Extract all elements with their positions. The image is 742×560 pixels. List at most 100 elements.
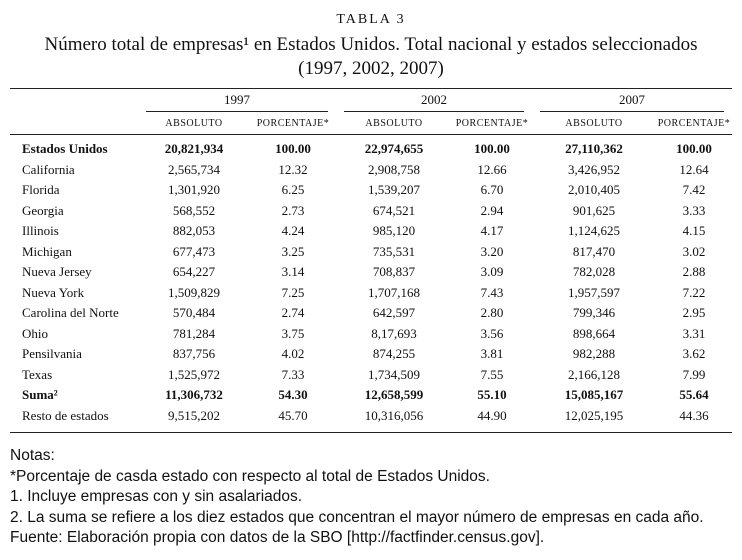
cell: 2,010,405 (568, 182, 620, 198)
row-label: Suma² (22, 387, 58, 403)
cell: 7.99 (682, 366, 706, 382)
cell: 100.00 (474, 141, 510, 157)
cell: 2.94 (480, 202, 504, 218)
table-row: California 2,565,734 12.32 2,908,758 12.66 3,… (10, 160, 732, 181)
cell: 44.90 (477, 407, 507, 423)
cell: 22,974,655 (364, 141, 424, 157)
cell: 45.70 (278, 407, 308, 423)
cell: 874,255 (372, 346, 416, 362)
row-label: Georgia (22, 202, 64, 218)
table-row: Estados Unidos 20,821,934 100.00 22,974,655… (10, 135, 732, 160)
cell: 10,316,056 (364, 407, 424, 423)
table-row: Illinois 882,053 4.24 985,120 4.17 1,124,625 4… (10, 221, 732, 242)
notes: Notas: *Porcentaje de casda estado con re… (10, 446, 704, 549)
note: Fuente: Elaboración propia con datos de … (10, 529, 545, 546)
cell: 54.30 (278, 387, 308, 403)
cell: 7.33 (281, 366, 305, 382)
cell: 799,346 (572, 305, 616, 321)
cell: 9,515,202 (168, 407, 220, 423)
row-label: Florida (22, 182, 60, 198)
cell: 2.80 (480, 305, 504, 321)
subheader: ABSOLUTO (532, 112, 656, 135)
cell: 2.74 (281, 305, 305, 321)
table-label: TABLA 3 (336, 12, 406, 27)
cell: 882,053 (172, 223, 216, 239)
year-header-cell: 2002 (336, 89, 532, 112)
cell: 735,531 (372, 243, 416, 259)
cell: 2,565,734 (168, 161, 220, 177)
cell: 2.88 (682, 264, 706, 280)
note: *Porcentaje de casda estado con respecto… (10, 467, 490, 485)
table-row: Pensilvania 837,756 4.02 874,255 3.81 982,288… (10, 344, 732, 365)
cell: 12.64 (679, 161, 709, 177)
cell: 1,525,972 (168, 366, 220, 382)
cell: 7.22 (682, 284, 706, 300)
cell: 1,301,920 (168, 182, 220, 198)
table-title: Número total de empresas¹ en Estados Uni… (44, 34, 698, 55)
year-header-cell: 2007 (532, 89, 732, 112)
cell: 654,227 (172, 264, 216, 280)
cell: 2.73 (281, 202, 305, 218)
cell: 1,707,168 (368, 284, 420, 300)
table-years: (1997, 2002, 2007) (298, 58, 444, 79)
cell: 982,288 (572, 346, 616, 362)
cell: 100.00 (676, 141, 712, 157)
cell: 55.10 (477, 387, 507, 403)
cell: 1,124,625 (568, 223, 620, 239)
year-header: 1997 (146, 89, 328, 112)
cell: 781,284 (172, 325, 216, 341)
subheader: ABSOLUTO (336, 112, 452, 135)
cell: 7.42 (682, 182, 706, 198)
cell: 2,908,758 (368, 161, 420, 177)
cell: 20,821,934 (164, 141, 224, 157)
cell: 1,539,207 (368, 182, 420, 198)
cell: 4.02 (281, 346, 305, 362)
cell: 817,470 (572, 243, 616, 259)
cell: 568,552 (172, 202, 216, 218)
cell: 674,521 (372, 202, 416, 218)
cell: 3.25 (281, 243, 305, 259)
cell: 27,110,362 (565, 141, 623, 157)
cell: 2,166,128 (568, 366, 620, 382)
table-row: Ohio 781,284 3.75 8,17,693 3.56 898,664 3.31 (10, 324, 732, 345)
cell: 2.95 (682, 305, 706, 321)
cell: 11,306,732 (165, 387, 223, 403)
cell: 3.14 (281, 264, 305, 280)
cell: 3.62 (682, 346, 706, 362)
cell: 642,597 (372, 305, 416, 321)
cell: 1,957,597 (568, 284, 620, 300)
table-row: Resto de estados 9,515,202 45.70 10,316,056… (10, 406, 732, 433)
subheader: ABSOLUTO (138, 112, 250, 135)
cell: 12,025,195 (564, 407, 624, 423)
row-label: Estados Unidos (22, 141, 108, 157)
year-header: 2002 (344, 89, 524, 112)
cell: 898,664 (572, 325, 616, 341)
cell: 8,17,693 (371, 325, 417, 341)
cell: 12.32 (278, 161, 308, 177)
cell: 4.24 (281, 223, 305, 239)
cell: 3.09 (480, 264, 504, 280)
cell: 4.17 (480, 223, 504, 239)
row-label: Resto de estados (22, 407, 109, 423)
cell: 100.00 (275, 141, 311, 157)
cell: 570,484 (172, 305, 216, 321)
cell: 985,120 (372, 223, 416, 239)
row-label: Illinois (22, 223, 59, 239)
cell: 3.33 (682, 202, 706, 218)
subheader: PORCENTAJE* (452, 112, 532, 135)
cell: 7.43 (480, 284, 504, 300)
cell: 15,085,167 (564, 387, 624, 403)
row-label: Pensilvania (22, 346, 82, 362)
table-row: Suma² 11,306,732 54.30 12,658,599 55.10 15,08… (10, 385, 732, 406)
row-label: Ohio (22, 325, 48, 341)
cell: 1,734,509 (368, 366, 420, 382)
table-row: Texas 1,525,972 7.33 1,734,509 7.55 2,166,128… (10, 365, 732, 386)
cell: 3.02 (682, 243, 706, 259)
note: Notas: (10, 447, 55, 464)
table-row: Carolina del Norte 570,484 2.74 642,597 2.80… (10, 303, 732, 324)
table-row: Nueva Jersey 654,227 3.14 708,837 3.09 782,02… (10, 262, 732, 283)
cell: 6.70 (480, 182, 504, 198)
cell: 7.25 (281, 284, 305, 300)
note: 1. Incluye empresas con y sin asalariado… (10, 488, 303, 505)
